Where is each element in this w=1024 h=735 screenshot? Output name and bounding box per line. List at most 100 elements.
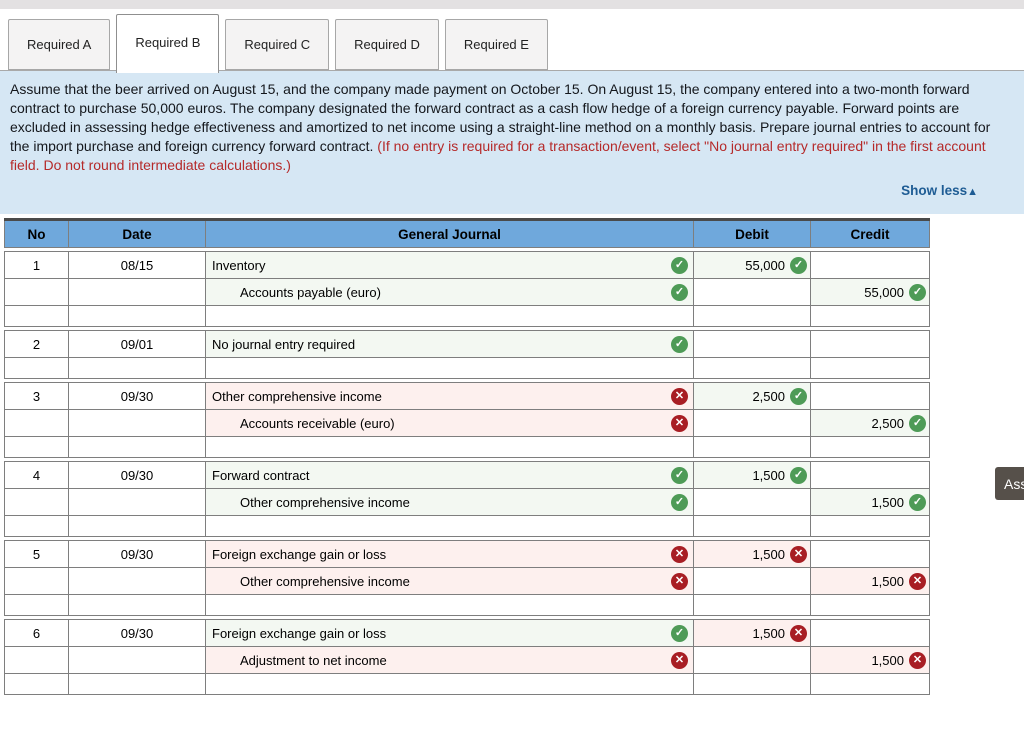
credit-cell[interactable] [810,619,930,647]
empty-cell[interactable] [810,515,930,537]
debit-cell[interactable]: 55,000 ✓ [693,251,811,279]
empty-journal-row [4,673,930,695]
account-cell[interactable]: Inventory ✓ [205,251,694,279]
empty-cell[interactable] [205,594,694,616]
show-less-link[interactable]: Show less▲ [901,183,978,198]
tab-required-e[interactable]: Required E [444,19,548,70]
account-name: Other comprehensive income [212,388,382,404]
status-correct-icon: ✓ [909,493,926,511]
account-name: Accounts receivable (euro) [240,415,395,431]
journal-row: Accounts receivable (euro) ✕ 2,500 ✓ [4,409,930,437]
amount-value: 1,500 [752,467,785,483]
status-incorrect-icon: ✕ [671,572,688,590]
column-header-date: Date [68,218,206,248]
amount-value: 1,500 [752,546,785,562]
chevron-up-icon: ▲ [967,186,978,198]
account-cell[interactable]: Other comprehensive income ✕ [205,567,694,595]
entry-number-cell: 2 [4,330,69,358]
account-cell[interactable]: Other comprehensive income ✓ [205,488,694,516]
credit-cell[interactable] [810,461,930,489]
table-header-row: No Date General Journal Debit Credit [4,218,930,248]
status-correct-icon: ✓ [671,335,688,353]
account-cell[interactable]: No journal entry required ✓ [205,330,694,358]
show-less-row: Show less▲ [10,175,1012,209]
account-cell[interactable]: Accounts payable (euro) ✓ [205,278,694,306]
empty-cell[interactable] [205,357,694,379]
credit-cell[interactable]: 55,000 ✓ [810,278,930,306]
tab-required-b[interactable]: Required B [116,14,220,73]
account-cell[interactable]: Forward contract ✓ [205,461,694,489]
debit-cell[interactable]: 1,500 ✕ [693,619,811,647]
empty-cell[interactable] [693,673,811,695]
assistance-side-button[interactable]: Ass [995,467,1024,500]
journal-row: 6 09/30 Foreign exchange gain or loss ✓ 1,50… [4,619,930,647]
empty-cell[interactable] [810,305,930,327]
account-cell[interactable]: Accounts receivable (euro) ✕ [205,409,694,437]
entry-number-cell [4,646,69,674]
credit-cell[interactable] [810,330,930,358]
empty-cell[interactable] [693,594,811,616]
credit-cell[interactable] [810,251,930,279]
entry-number-cell: 4 [4,461,69,489]
empty-cell[interactable] [810,673,930,695]
status-correct-icon: ✓ [909,414,926,432]
credit-cell[interactable]: 1,500 ✓ [810,488,930,516]
empty-cell[interactable] [205,305,694,327]
empty-cell[interactable] [693,357,811,379]
empty-journal-row [4,305,930,327]
credit-cell[interactable]: 2,500 ✓ [810,409,930,437]
entry-date-cell: 08/15 [68,251,206,279]
account-cell[interactable]: Adjustment to net income ✕ [205,646,694,674]
credit-cell[interactable] [810,540,930,568]
debit-cell[interactable] [693,567,811,595]
empty-cell[interactable] [693,515,811,537]
journal-row: Other comprehensive income ✓ 1,500 ✓ [4,488,930,516]
tab-required-d[interactable]: Required D [335,19,439,70]
empty-cell[interactable] [810,436,930,458]
instruction-note-red: (If no entry is required for a transacti… [10,138,986,173]
debit-cell[interactable]: 2,500 ✓ [693,382,811,410]
account-name: Foreign exchange gain or loss [212,625,387,641]
empty-cell[interactable] [205,436,694,458]
credit-cell[interactable]: 1,500 ✕ [810,567,930,595]
show-less-label: Show less [901,183,968,198]
debit-cell[interactable] [693,646,811,674]
entry-number-cell [4,278,69,306]
journal-row: Accounts payable (euro) ✓ 55,000 ✓ [4,278,930,306]
account-cell[interactable]: Foreign exchange gain or loss ✓ [205,619,694,647]
empty-cell[interactable] [810,594,930,616]
account-cell[interactable]: Foreign exchange gain or loss ✕ [205,540,694,568]
amount-value: 2,500 [871,415,904,431]
empty-cell [68,515,206,537]
account-name: Adjustment to net income [240,652,387,668]
debit-cell[interactable] [693,278,811,306]
empty-cell [4,357,69,379]
amount-value: 1,500 [871,573,904,589]
tab-required-c[interactable]: Required C [225,19,330,70]
credit-cell[interactable] [810,382,930,410]
debit-cell[interactable] [693,488,811,516]
entry-date-cell: 09/30 [68,540,206,568]
empty-cell [68,594,206,616]
empty-cell[interactable] [810,357,930,379]
entry-number-cell [4,567,69,595]
account-name: No journal entry required [212,336,356,352]
empty-cell[interactable] [693,436,811,458]
empty-cell[interactable] [693,305,811,327]
debit-cell[interactable]: 1,500 ✓ [693,461,811,489]
debit-cell[interactable]: 1,500 ✕ [693,540,811,568]
empty-cell[interactable] [205,673,694,695]
entry-number-cell [4,488,69,516]
debit-cell[interactable] [693,330,811,358]
empty-cell[interactable] [205,515,694,537]
column-header-credit: Credit [810,218,930,248]
empty-journal-row [4,357,930,379]
status-incorrect-icon: ✕ [671,545,688,563]
empty-cell [4,515,69,537]
account-name: Other comprehensive income [240,573,410,589]
account-cell[interactable]: Other comprehensive income ✕ [205,382,694,410]
credit-cell[interactable]: 1,500 ✕ [810,646,930,674]
tab-required-a[interactable]: Required A [8,19,111,70]
debit-cell[interactable] [693,409,811,437]
instruction-text: Assume that the beer arrived on August 1… [10,80,1012,175]
